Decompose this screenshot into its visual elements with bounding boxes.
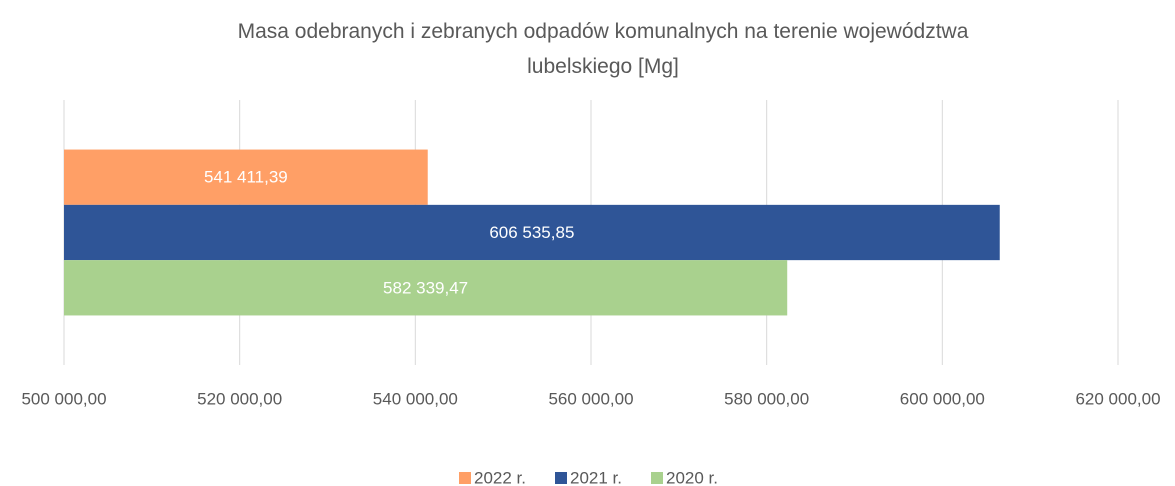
x-tick-label: 580 000,00: [724, 389, 809, 408]
legend-label: 2022 r.: [474, 468, 526, 486]
x-tick-label: 520 000,00: [197, 389, 282, 408]
bar: [64, 149, 428, 205]
x-tick-label: 540 000,00: [373, 389, 458, 408]
legend-label: 2020 r.: [666, 468, 718, 486]
x-tick-label: 500 000,00: [21, 389, 106, 408]
value-label: 541 411,39: [204, 168, 288, 187]
value-label: 606 535,85: [489, 223, 574, 242]
legend-swatch: [651, 472, 663, 484]
bar: [64, 260, 788, 316]
legend-swatch: [555, 472, 567, 484]
x-tick-label: 600 000,00: [900, 389, 985, 408]
legend-swatch: [459, 472, 471, 484]
value-label: 582 339,47: [383, 278, 468, 297]
x-tick-label: 620 000,00: [1075, 389, 1160, 408]
chart-title: Masa odebranych i zebranych odpadów komu…: [237, 20, 969, 78]
legend-label: 2021 r.: [570, 468, 622, 486]
bar: [64, 204, 1000, 261]
x-tick-label: 560 000,00: [548, 389, 633, 408]
